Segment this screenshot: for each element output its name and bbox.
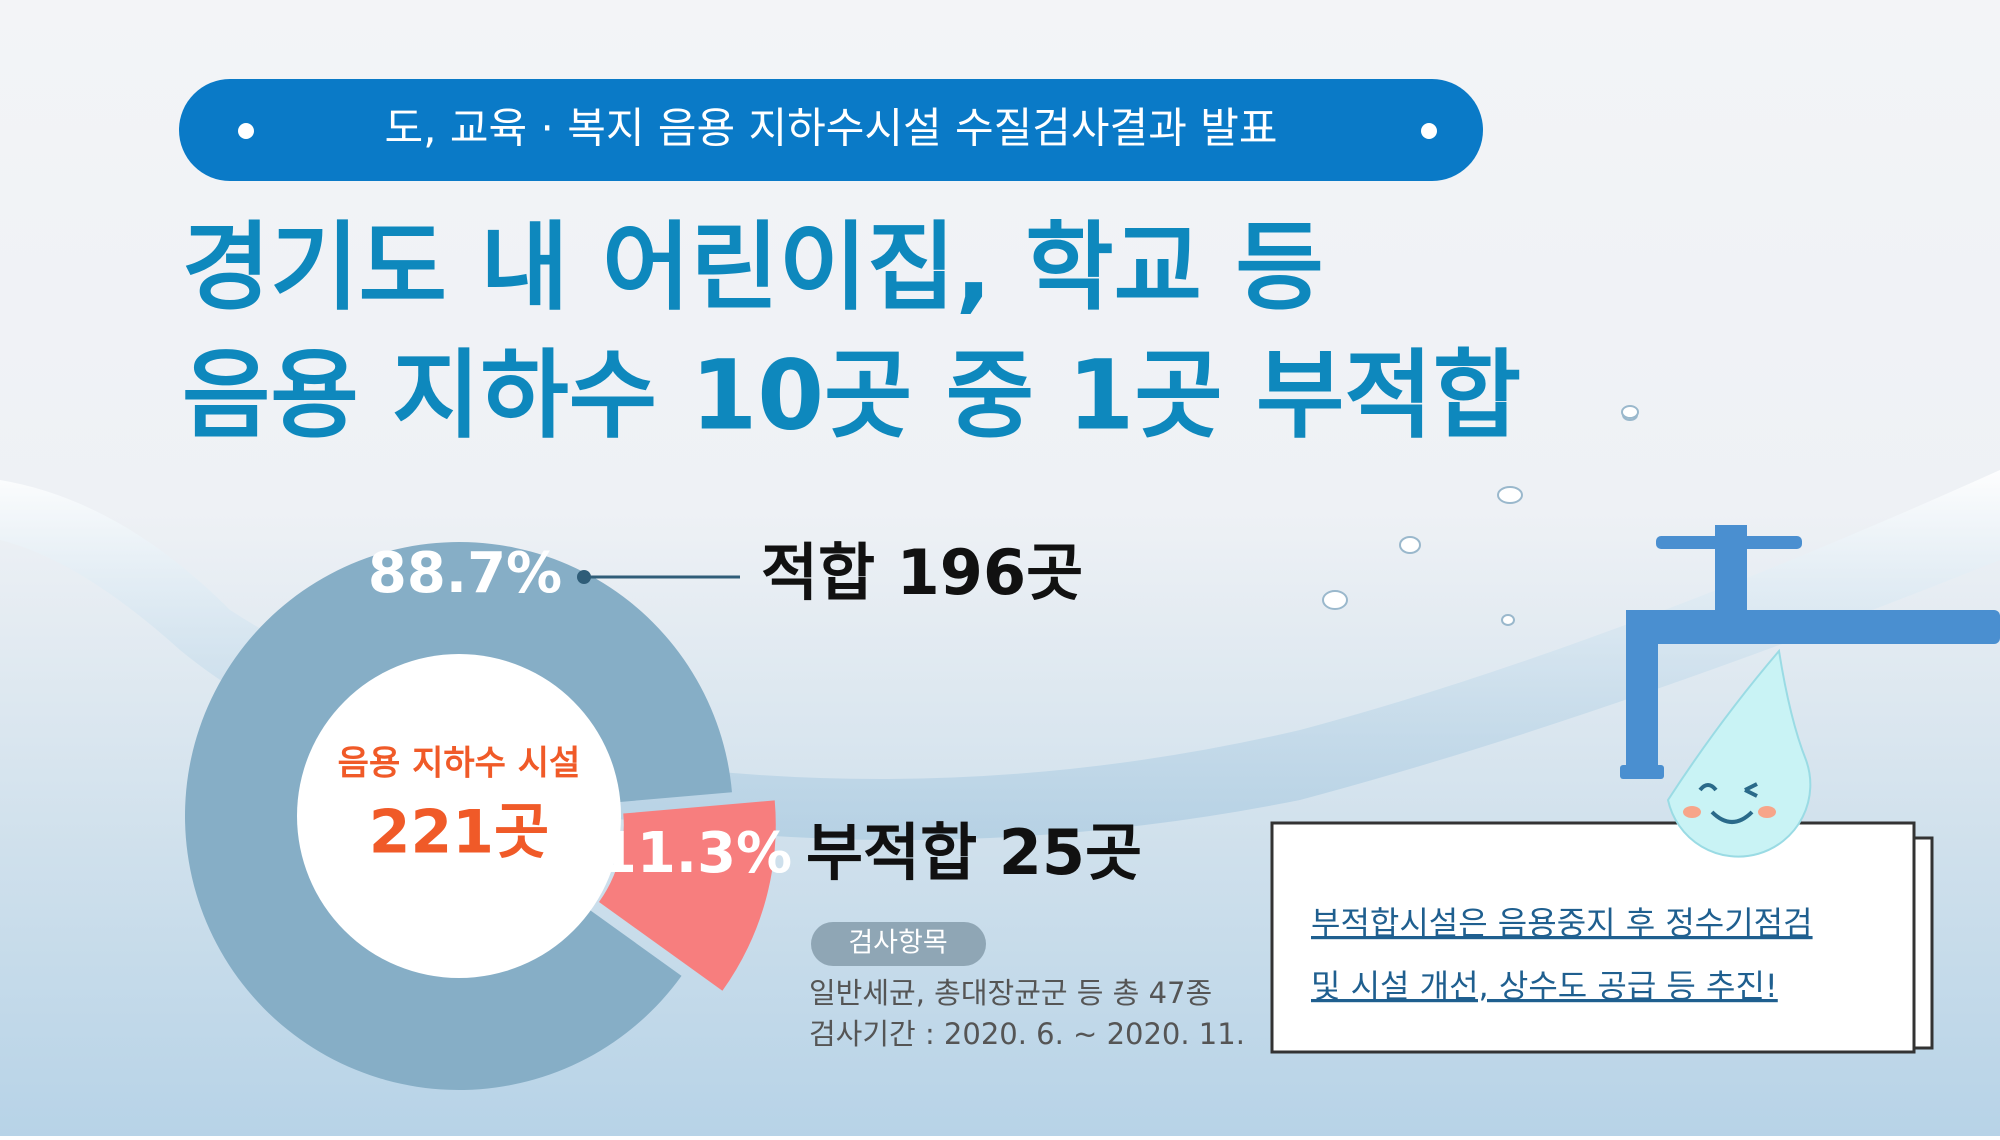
- water-drops: [1322, 405, 1639, 626]
- inspection-line: 검사기간 : 2020. 6. ~ 2020. 11.: [809, 1017, 1245, 1051]
- title-line: 경기도 내 어린이집, 학교 등: [182, 211, 1324, 323]
- donut-slice: [598, 800, 776, 991]
- leader-dot: [577, 570, 591, 584]
- badge: [811, 922, 986, 966]
- center-title: 음용 지하수 시설: [338, 744, 581, 784]
- drop-character: [1666, 648, 1812, 858]
- banner: [179, 79, 1483, 181]
- donut-hole: [297, 654, 621, 978]
- banner-dot: [1421, 123, 1437, 139]
- donut-slice: [184, 541, 732, 1090]
- center-value: 221곳: [369, 798, 549, 868]
- category-label: 적합 196곳: [761, 536, 1083, 609]
- banner-dot: [238, 123, 254, 139]
- note-line: 부적합시설은 음용중지 후 정수기점검: [1311, 904, 1813, 942]
- inspection-line: 일반세균, 총대장균군 등 총 47종: [809, 976, 1212, 1010]
- note-line: 및 시설 개선, 상수도 공급 등 추진!: [1311, 967, 1778, 1005]
- banner-text: 도, 교육 · 복지 음용 지하수시설 수질검사결과 발표: [385, 104, 1278, 153]
- badge-text: 검사항목: [848, 928, 947, 959]
- faucet: [1620, 525, 2000, 779]
- donut-chart: 음용 지하수 시설 221곳 88.7% 적합 196곳 11.3% 부적합 25곳: [184, 536, 1142, 1090]
- category-label: 부적합 25곳: [806, 816, 1142, 889]
- percent-label: 11.3%: [598, 821, 792, 886]
- percent-label: 88.7%: [368, 541, 562, 606]
- title-line: 음용 지하수 10곳 중 1곳 부적합: [182, 339, 1521, 451]
- note-box: [1270, 821, 1916, 1054]
